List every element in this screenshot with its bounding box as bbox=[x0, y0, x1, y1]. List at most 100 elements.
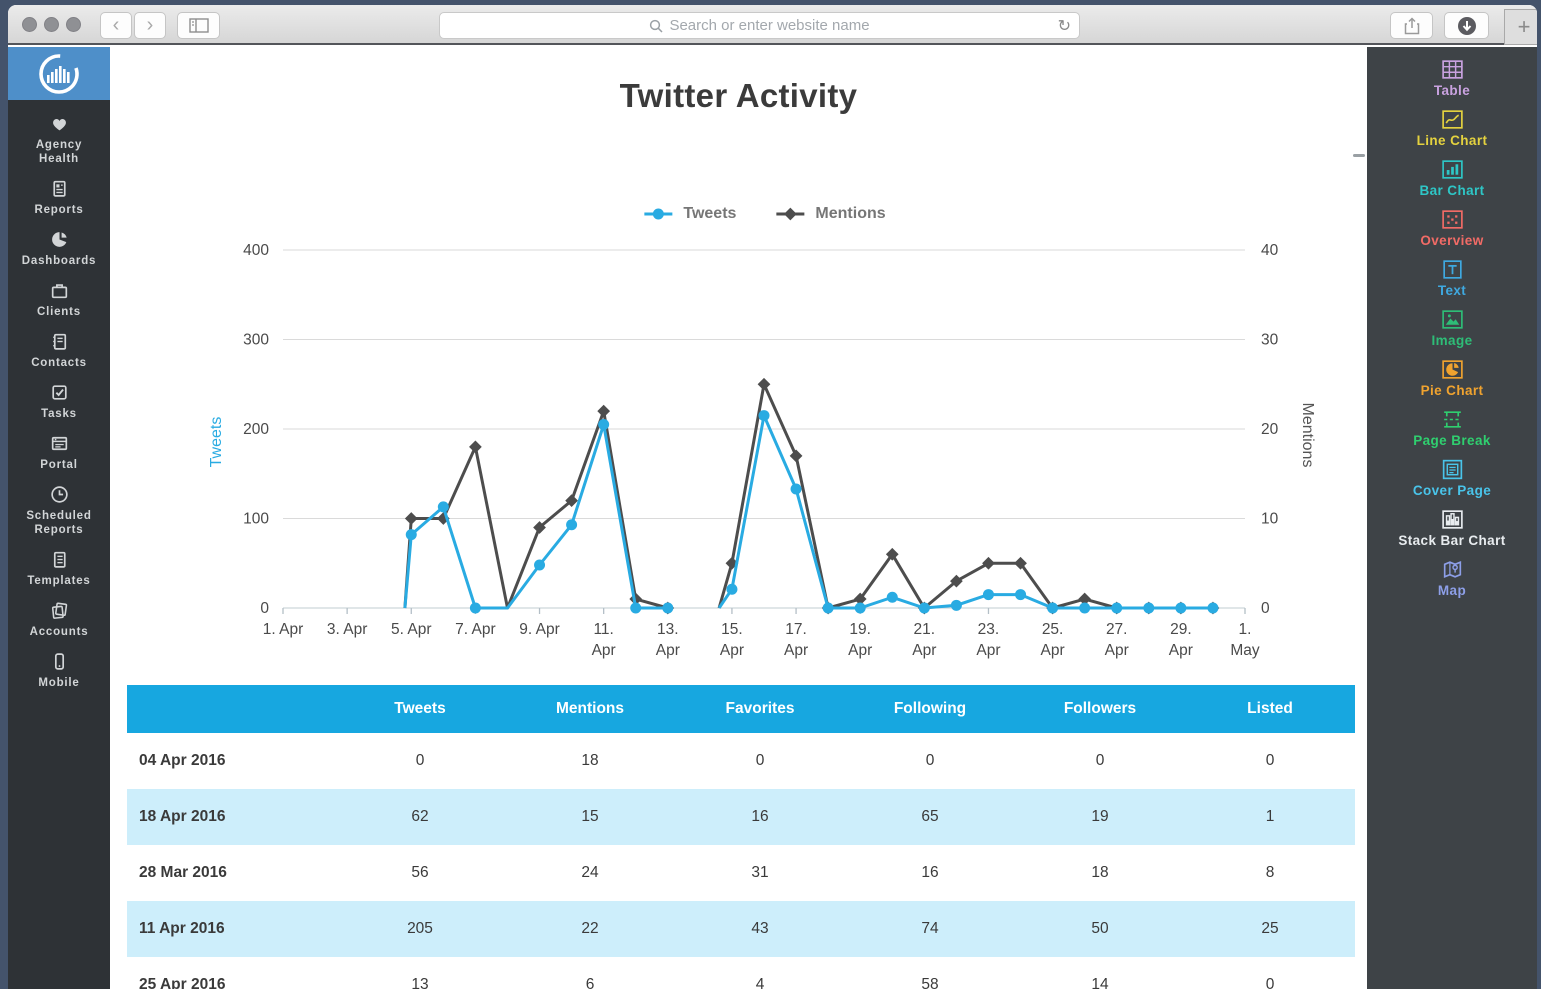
scrollbar-thumb[interactable] bbox=[1353, 154, 1365, 157]
pie-chart-icon bbox=[1441, 360, 1463, 379]
row-value: 25 bbox=[1185, 901, 1355, 957]
map-icon bbox=[1443, 560, 1461, 579]
sidebar-toggle-button[interactable] bbox=[177, 12, 220, 39]
column-header-following[interactable]: Following bbox=[845, 685, 1015, 733]
row-value: 19 bbox=[1015, 789, 1185, 845]
svg-text:11.: 11. bbox=[593, 621, 613, 638]
sidebar-item-label: Clients bbox=[37, 306, 81, 318]
app-logo[interactable] bbox=[8, 47, 110, 100]
legend-item-tweets[interactable]: Tweets bbox=[642, 205, 736, 223]
sidebar-item-scheduled-reports[interactable]: Scheduled Reports bbox=[8, 484, 110, 537]
sidebar-item-clients[interactable]: Clients bbox=[8, 280, 110, 319]
close-window-button[interactable] bbox=[22, 17, 37, 32]
back-button[interactable]: ‹ bbox=[100, 12, 132, 39]
line-chart-icon bbox=[1441, 110, 1463, 129]
row-value: 56 bbox=[411, 864, 429, 881]
downloads-button[interactable] bbox=[1444, 12, 1489, 39]
widget-cover-page[interactable]: Cover Page bbox=[1367, 457, 1537, 498]
dashboards-icon bbox=[51, 232, 67, 247]
sidebar-item-dashboards[interactable]: Dashboards bbox=[8, 229, 110, 268]
zoom-window-button[interactable] bbox=[66, 17, 81, 32]
column-header-favorites[interactable]: Favorites bbox=[675, 685, 845, 733]
widget-label: Pie Chart bbox=[1420, 383, 1484, 398]
widget-image[interactable]: Image bbox=[1367, 307, 1537, 348]
sidebar-item-label: Mobile bbox=[38, 677, 80, 689]
svg-text:10: 10 bbox=[1261, 511, 1279, 528]
sidebar-item-reports[interactable]: Reports bbox=[8, 178, 110, 217]
url-search-input[interactable]: Search or enter website name ↻ bbox=[439, 12, 1080, 39]
widget-table[interactable]: Table bbox=[1367, 57, 1537, 98]
svg-text:1. Apr: 1. Apr bbox=[263, 621, 304, 638]
widget-overview[interactable]: Overview bbox=[1367, 207, 1537, 248]
widget-map[interactable]: Map bbox=[1367, 557, 1537, 598]
svg-text:Apr: Apr bbox=[1041, 642, 1065, 659]
widget-line-chart[interactable]: Line Chart bbox=[1367, 107, 1537, 148]
share-icon bbox=[1404, 16, 1419, 34]
accounts-icon bbox=[51, 602, 67, 619]
row-value: 0 bbox=[415, 752, 425, 769]
svg-text:Mentions: Mentions bbox=[1299, 403, 1316, 468]
legend-label: Tweets bbox=[683, 205, 737, 222]
sidebar-item-accounts[interactable]: Accounts bbox=[8, 600, 110, 639]
sidebar-item-mobile[interactable]: Mobile bbox=[8, 651, 110, 690]
column-header-date[interactable] bbox=[127, 685, 335, 733]
table-header-row: Tweets Mentions Favorites Following Follower… bbox=[127, 685, 1355, 733]
widget-label: Page Break bbox=[1413, 433, 1491, 448]
legend-label: Mentions bbox=[815, 205, 886, 222]
sidebar-item-label: Accounts bbox=[29, 626, 89, 638]
table-row[interactable]: 18 Apr 2016 62 15 16 65 19 1 bbox=[127, 789, 1355, 845]
url-placeholder: Search or enter website name bbox=[669, 17, 870, 34]
row-value: 13 bbox=[411, 976, 429, 989]
page-title: Twitter Activity bbox=[619, 77, 858, 114]
new-tab-button[interactable]: + bbox=[1504, 9, 1537, 45]
svg-text:May: May bbox=[1230, 642, 1260, 659]
widget-stack-bar-chart[interactable]: Stack Bar Chart bbox=[1367, 507, 1537, 548]
widget-text[interactable]: Text bbox=[1367, 257, 1537, 298]
table-row[interactable]: 28 Mar 2016 56 24 31 16 18 8 bbox=[127, 845, 1355, 901]
sidebar-item-contacts[interactable]: Contacts bbox=[8, 331, 110, 370]
sidebar-item-templates[interactable]: Templates bbox=[8, 549, 110, 588]
svg-text:Apr: Apr bbox=[912, 642, 936, 659]
image-icon bbox=[1441, 310, 1463, 329]
widget-bar-chart[interactable]: Bar Chart bbox=[1367, 157, 1537, 198]
widget-pie-chart[interactable]: Pie Chart bbox=[1367, 357, 1537, 398]
legend-marker-diamond bbox=[776, 207, 805, 221]
row-value: 0 bbox=[1095, 752, 1105, 769]
table-row[interactable]: 25 Apr 2016 13 6 4 58 14 0 bbox=[127, 957, 1355, 989]
sidebar-item-label: Templates bbox=[27, 575, 91, 587]
row-value: 8 bbox=[1265, 864, 1275, 881]
row-value: 24 bbox=[581, 864, 599, 881]
row-value: 0 bbox=[755, 752, 765, 769]
minimize-window-button[interactable] bbox=[44, 17, 59, 32]
column-header-tweets[interactable]: Tweets bbox=[335, 685, 505, 733]
forward-button[interactable]: › bbox=[134, 12, 166, 39]
reports-icon bbox=[52, 180, 66, 197]
row-date: 04 Apr 2016 bbox=[139, 752, 226, 769]
svg-text:1.: 1. bbox=[1239, 621, 1252, 638]
svg-text:20: 20 bbox=[1261, 421, 1279, 438]
table-row[interactable]: 04 Apr 2016 0 18 0 0 0 0 bbox=[127, 733, 1355, 789]
svg-text:13.: 13. bbox=[657, 621, 679, 638]
svg-text:23.: 23. bbox=[978, 621, 1000, 638]
left-sidebar: Agency Health Reports Dashboards Clients Cont… bbox=[8, 47, 110, 989]
widget-page-break[interactable]: Page Break bbox=[1367, 407, 1537, 448]
reload-icon[interactable]: ↻ bbox=[1057, 18, 1071, 35]
legend-item-mentions[interactable]: Mentions bbox=[774, 205, 886, 223]
cover-page-icon bbox=[1442, 459, 1462, 480]
svg-text:300: 300 bbox=[243, 332, 269, 349]
sidebar-item-agency-health[interactable]: Agency Health bbox=[8, 113, 110, 166]
svg-text:Apr: Apr bbox=[784, 642, 808, 659]
column-header-followers[interactable]: Followers bbox=[1015, 685, 1185, 733]
svg-text:Apr: Apr bbox=[656, 642, 680, 659]
share-button[interactable] bbox=[1390, 12, 1433, 39]
agency-health-icon bbox=[52, 119, 66, 131]
sidebar-item-portal[interactable]: Portal bbox=[8, 433, 110, 472]
row-value: 58 bbox=[921, 976, 939, 989]
table-row[interactable]: 11 Apr 2016 205 22 43 74 50 25 bbox=[127, 901, 1355, 957]
row-date: 11 Apr 2016 bbox=[127, 901, 335, 957]
column-header-listed[interactable]: Listed bbox=[1185, 685, 1355, 733]
column-header-mentions[interactable]: Mentions bbox=[505, 685, 675, 733]
sidebar-item-tasks[interactable]: Tasks bbox=[8, 382, 110, 421]
row-value: 16 bbox=[675, 789, 845, 845]
logo-icon bbox=[39, 53, 79, 94]
